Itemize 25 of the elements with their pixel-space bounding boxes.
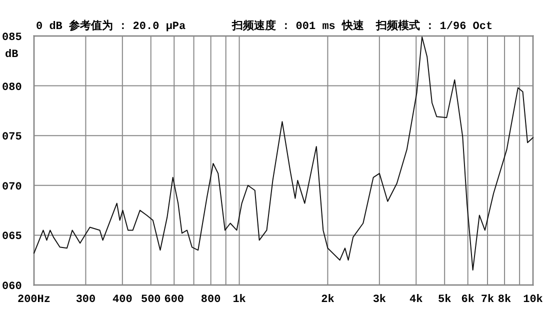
x-tick-label: 1k — [232, 294, 246, 306]
text: 扫频速度 : 001 ms 快速 — [231, 19, 366, 33]
x-tick-label: 200Hz — [17, 294, 51, 306]
x-tick-label: 7k — [480, 294, 495, 306]
y-tick-label: 080 — [2, 82, 22, 94]
y-tick-label: 060 — [2, 281, 22, 293]
x-tick-label: 6k — [461, 294, 475, 306]
x-tick-label: 300 — [76, 294, 96, 306]
x-tick-label: 5k — [438, 294, 452, 306]
x-tick-label: 800 — [200, 294, 221, 306]
y-tick-label: 085 — [2, 32, 22, 44]
y-tick-label: 070 — [2, 181, 22, 194]
text: 扫频模式 : 1/96 Oct — [375, 19, 493, 33]
y-axis-title: dB — [5, 49, 19, 61]
x-tick-label: 10k — [523, 294, 544, 306]
x-tick-label: 400 — [112, 294, 132, 306]
y-tick-label: 065 — [2, 231, 22, 244]
y-tick-label: 075 — [2, 132, 22, 144]
x-tick-label: 8k — [498, 294, 512, 306]
chart-title: 0 dB 参考值为 : 20.0 μPa — [36, 19, 186, 33]
x-tick-label: 3k — [372, 294, 386, 306]
x-tick-label: 600 — [164, 294, 184, 306]
x-tick-label: 500 — [140, 294, 161, 306]
x-tick-label: 4k — [410, 294, 424, 306]
x-tick-label: 2k — [321, 294, 335, 306]
